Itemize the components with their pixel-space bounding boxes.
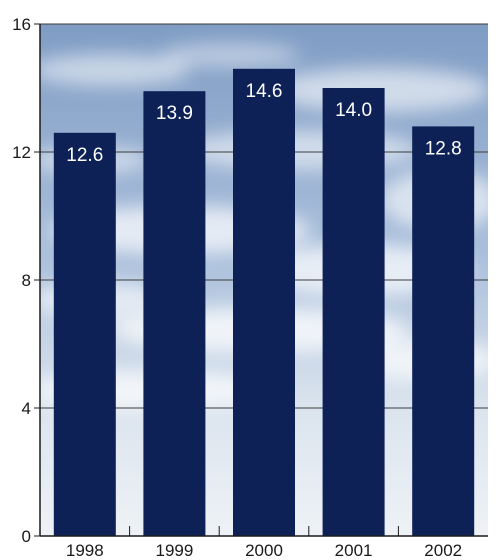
x-tick-label: 2000 bbox=[245, 541, 283, 560]
x-tick-label: 1999 bbox=[155, 541, 193, 560]
y-tick-label: 8 bbox=[22, 271, 31, 290]
bar-value-label: 12.8 bbox=[425, 138, 462, 159]
bar-value-label: 12.6 bbox=[66, 145, 103, 166]
bar bbox=[53, 132, 116, 537]
bar-value-label: 14.0 bbox=[335, 100, 372, 121]
bar bbox=[412, 126, 475, 537]
cloud bbox=[160, 43, 300, 67]
x-tick-label: 2001 bbox=[335, 541, 373, 560]
x-tick-label: 1998 bbox=[66, 541, 104, 560]
bar bbox=[322, 88, 385, 536]
bar bbox=[233, 68, 295, 537]
x-tick-label: 2002 bbox=[424, 541, 462, 560]
y-tick-label: 12 bbox=[12, 143, 31, 162]
bar bbox=[143, 91, 206, 536]
cloud bbox=[40, 54, 190, 86]
y-tick-label: 16 bbox=[12, 15, 31, 34]
y-tick-label: 4 bbox=[22, 399, 31, 418]
bar-value-label: 14.6 bbox=[246, 81, 283, 102]
bar-value-label: 13.9 bbox=[156, 103, 193, 124]
y-tick-label: 0 bbox=[22, 527, 31, 546]
